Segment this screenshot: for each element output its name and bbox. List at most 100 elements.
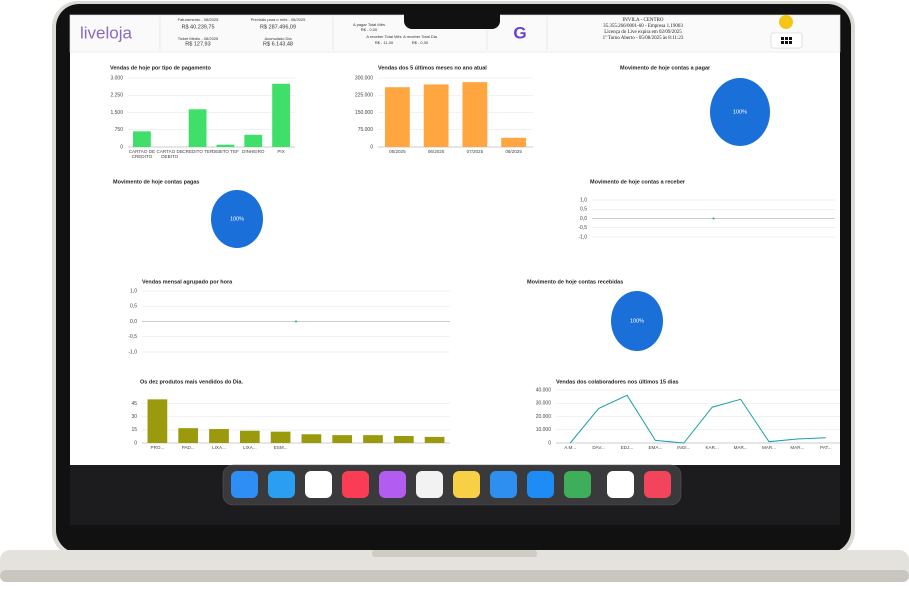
dock-app[interactable] (644, 471, 671, 498)
bar (209, 429, 229, 443)
x-tick-label: 07/2025 (466, 149, 484, 154)
bar (147, 399, 168, 443)
pie-slice (611, 291, 663, 351)
y-tick-label: 225.000 (355, 93, 373, 99)
x-tick-label: EMA... (648, 445, 663, 450)
bar (188, 109, 207, 147)
y-tick-label: 15 (131, 427, 137, 433)
x-tick-holder: EDJ... (621, 445, 634, 450)
x-tick-holder: PAD... (182, 445, 195, 450)
x-tick-label: A.M... (564, 445, 577, 450)
y-tick-label: 0,5 (580, 207, 587, 213)
bar (239, 430, 260, 443)
dock-app[interactable] (268, 471, 295, 498)
bar (216, 144, 235, 147)
dock-app[interactable] (607, 471, 634, 498)
dock-app[interactable] (527, 471, 554, 498)
x-tick-label: DEBITO TEF (211, 149, 239, 154)
chart-title: Movimento de hoje contas recebidas (527, 279, 623, 285)
x-tick-holder: PAT... (820, 445, 832, 450)
y-tick-label: 0,0 (130, 319, 137, 325)
x-tick-holder: CARTAO DE CREDITO (128, 149, 156, 160)
x-tick-label: PRO... (150, 445, 165, 450)
camera-notch (404, 5, 500, 29)
x-tick-holder: 08/2025 (505, 149, 522, 154)
pie-label: 100% (733, 109, 747, 115)
x-tick-label: LIXA... (212, 445, 226, 450)
x-tick-label: 06/2025 (427, 149, 445, 154)
dock-app[interactable] (453, 471, 480, 498)
chart-title: Vendas mensal agrupado por hora (142, 279, 233, 285)
chart-title: Vendas dos 5 últimos meses no ano atual (378, 65, 487, 71)
y-tick-label: 30.000 (536, 401, 552, 407)
x-tick-label: CREDITO TEF (182, 149, 213, 154)
metric-value: R$ 40.239,75 (181, 24, 214, 30)
y-tick-label: -0,5 (128, 334, 137, 340)
y-tick-label: 20.000 (536, 414, 552, 420)
notification-button[interactable] (779, 15, 793, 29)
app-icon[interactable]: G (513, 23, 526, 42)
x-tick-holder: A.M... (564, 445, 577, 450)
bar (133, 131, 151, 147)
bar (270, 431, 291, 443)
dock-app[interactable] (564, 471, 591, 498)
x-tick-label: PAT... (820, 445, 832, 450)
bar (384, 87, 410, 147)
x-tick-label: CARTAO DE CREDITO (128, 149, 156, 160)
x-tick-holder: PRO... (150, 445, 165, 450)
y-tick-label: 1,0 (130, 288, 137, 294)
x-tick-label: PIX (277, 149, 285, 154)
y-tick-label: 0 (370, 144, 373, 150)
x-tick-holder: DINHEIRO (242, 149, 264, 154)
y-tick-label: 150.000 (355, 110, 373, 116)
dock-app[interactable] (416, 471, 443, 498)
x-tick-holder: PIX (277, 149, 285, 154)
bar (462, 82, 488, 147)
chart-title: Movimento de hoje contas pagas (113, 179, 200, 185)
y-tick-label: 0 (120, 144, 123, 150)
x-tick-label: INGI... (677, 445, 691, 450)
metric-value: R$ 6.143,48 (263, 41, 293, 47)
metric-label: Previsão para o mês - 08/2025 (251, 17, 306, 22)
y-tick-label: 40.000 (536, 387, 552, 393)
x-tick-label: LIXA... (242, 445, 257, 450)
x-tick-label: ESM... (273, 445, 288, 450)
dock-app[interactable] (231, 471, 258, 498)
dock-app[interactable] (379, 471, 406, 498)
x-tick-label: MAR... (733, 445, 748, 450)
dock-app[interactable] (490, 471, 517, 498)
x-tick-holder: ESM... (273, 445, 288, 450)
metric-label: A pagar Total Mês (353, 22, 385, 27)
pie-slice (710, 78, 770, 146)
y-tick-label: 0 (548, 440, 551, 446)
y-tick-label: 2.250 (110, 93, 123, 99)
dock-app[interactable] (305, 471, 332, 498)
x-tick-holder: INGI... (677, 445, 691, 450)
company-info: Licença do Live expira em 02/09/2025 (604, 30, 682, 35)
bar (178, 428, 199, 443)
bar (393, 436, 414, 443)
bar (301, 434, 322, 443)
chart-title: Vendas dos colaboradores nos últimos 15 … (556, 379, 679, 385)
chart-title: Movimento de hoje contas a receber (590, 179, 686, 185)
dock-icons (231, 471, 671, 498)
metric-label: Faturamento - 08/2025 (178, 17, 219, 22)
x-tick-label: CARTAO DE DEBITO (156, 149, 183, 160)
x-tick-holder: MAR... (790, 445, 804, 450)
y-tick-label: 0 (134, 440, 137, 446)
x-tick-holder: MAR... (733, 445, 748, 450)
y-tick-label: 30 (131, 414, 137, 420)
bar (363, 435, 383, 443)
y-tick-label: 750 (115, 127, 124, 133)
base-notch (372, 550, 537, 557)
x-tick-label: MAR... (761, 445, 777, 450)
menu-button[interactable] (770, 32, 803, 49)
y-tick-label: 0,5 (130, 304, 137, 310)
point (712, 217, 715, 220)
chart-title: Movimento de hoje contas a pagar (620, 65, 711, 71)
bar (332, 435, 353, 443)
dock-app[interactable] (342, 471, 369, 498)
x-tick-holder: MAR... (761, 445, 777, 450)
point (295, 320, 297, 323)
